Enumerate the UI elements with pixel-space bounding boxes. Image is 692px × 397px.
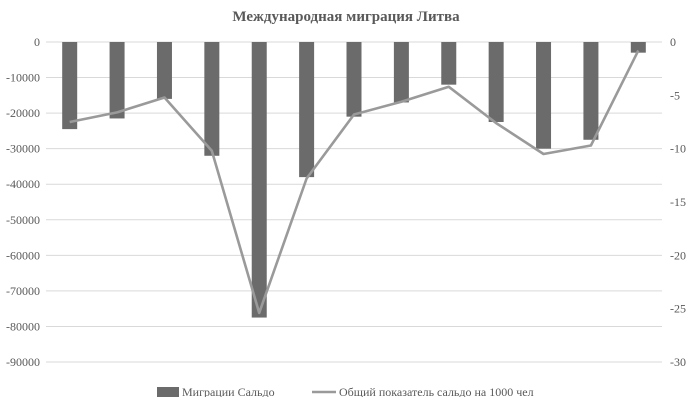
legend-swatch-bars: [157, 387, 179, 397]
chart-title: Международная миграция Литва: [232, 9, 460, 25]
right-tick-label: -10: [670, 142, 686, 156]
bar: [583, 42, 599, 140]
bar: [204, 42, 220, 156]
bar-series: [62, 42, 646, 318]
series-line: [69, 49, 640, 315]
left-tick-label: -70000: [6, 284, 40, 298]
right-tick-label: -15: [670, 195, 686, 209]
bar: [62, 42, 78, 130]
bar: [109, 42, 125, 119]
left-tick-label: -90000: [6, 355, 40, 369]
left-tick-label: -30000: [6, 142, 40, 156]
right-tick-label: 0: [670, 35, 676, 49]
left-tick-label: -80000: [6, 319, 40, 333]
left-tick-label: -20000: [6, 106, 40, 120]
bar: [346, 42, 362, 117]
grid-lines: [46, 41, 662, 363]
legend-label-bars: Миграции Сальдо: [182, 385, 275, 397]
left-axis: 0 -10000 -20000 -30000 -40000 -50000 -60000 -70…: [6, 35, 40, 369]
left-tick-label: -50000: [6, 213, 40, 227]
bar: [441, 42, 457, 85]
legend-label-line: Общий показатель сальдо на 1000 чел: [339, 385, 534, 397]
bar: [393, 42, 409, 103]
bar: [630, 42, 646, 53]
bar: [299, 42, 315, 178]
right-tick-label: -20: [670, 248, 686, 262]
bar: [488, 42, 504, 122]
right-tick-label: -30: [670, 355, 686, 369]
bar: [251, 42, 267, 318]
left-tick-label: -40000: [6, 177, 40, 191]
left-tick-label: -10000: [6, 71, 40, 85]
bar: [536, 42, 552, 149]
left-tick-label: 0: [34, 35, 40, 49]
bar: [156, 42, 172, 99]
legend: Миграции Сальдо Общий показатель сальдо …: [157, 385, 534, 397]
right-tick-label: -5: [670, 88, 680, 102]
right-tick-label: -25: [670, 302, 686, 316]
right-axis: 0 -5 -10 -15 -20 -25 -30: [670, 35, 686, 369]
left-tick-label: -60000: [6, 248, 40, 262]
line-series: [69, 49, 640, 315]
